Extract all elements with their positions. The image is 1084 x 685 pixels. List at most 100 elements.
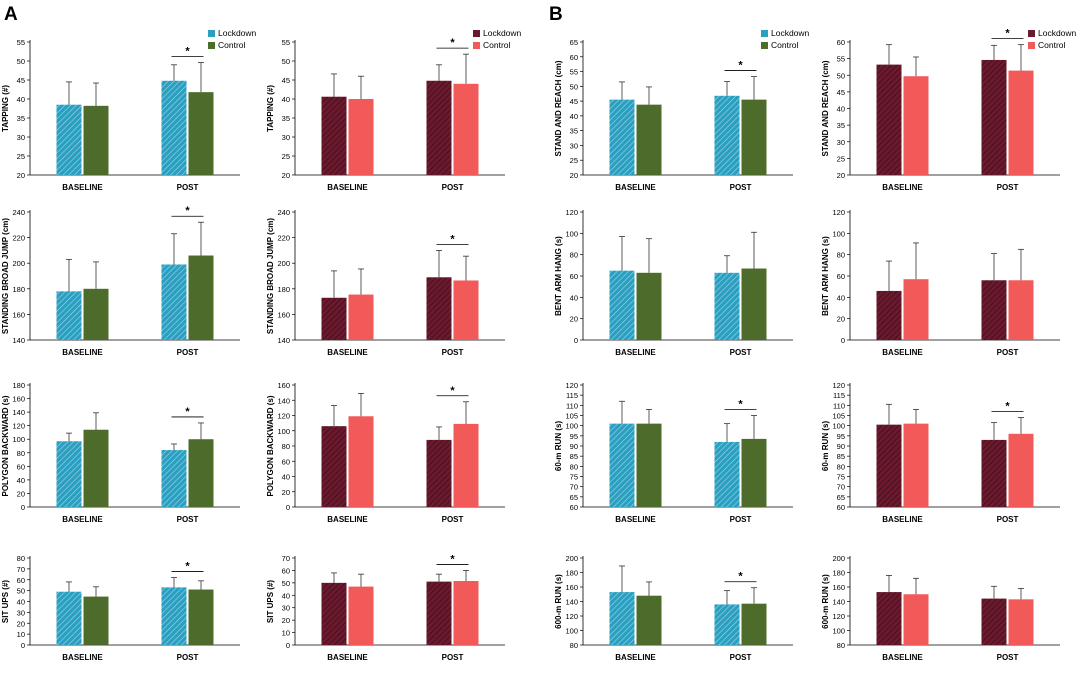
legend-swatch-lockdown <box>761 30 768 37</box>
bar-control-post <box>453 580 479 645</box>
y-tick-label: 60 <box>837 272 845 281</box>
chart-4: 20 25 30 35 40 45 50 55 60 STAND AND REACH (cm) BA… <box>821 28 1077 192</box>
y-tick-label: 120 <box>565 381 578 390</box>
y-tick-label: 115 <box>833 391 845 400</box>
y-tick-label: 100 <box>277 427 290 436</box>
y-tick-label: 55 <box>17 38 25 47</box>
y-tick-label: 45 <box>282 76 290 85</box>
bar-lockdown-baseline <box>56 441 82 507</box>
y-tick-label: 80 <box>570 462 578 471</box>
panel-label-b: B <box>549 4 563 25</box>
chart-1: 20 25 30 35 40 45 50 55 TAPPING (#) BASELINE POST *… <box>1 28 257 192</box>
legend-label-control: Control <box>218 40 246 50</box>
y-tick-label: 10 <box>17 630 25 639</box>
y-tick-label: 140 <box>277 396 290 405</box>
x-category-label: POST <box>730 653 752 662</box>
y-tick-label: 75 <box>570 473 578 482</box>
y-tick-label: 160 <box>565 583 578 592</box>
chart-8: 0 20 40 60 80 100 120 BENT ARM HANG (s) BASELINE… <box>821 208 1060 357</box>
bar-control-post <box>1008 599 1034 645</box>
y-tick-label: 20 <box>17 619 25 628</box>
x-category-label: POST <box>177 348 199 357</box>
bar-lockdown-baseline <box>56 291 82 340</box>
y-tick-label: 55 <box>282 38 290 47</box>
x-category-label: POST <box>997 348 1019 357</box>
y-tick-label: 55 <box>570 68 578 77</box>
y-tick-label: 120 <box>832 208 845 217</box>
y-tick-label: 25 <box>837 154 845 163</box>
significance-star: * <box>738 571 743 583</box>
x-category-label: BASELINE <box>62 653 103 662</box>
y-tick-label: 110 <box>833 401 845 410</box>
x-category-label: BASELINE <box>882 515 923 524</box>
bar-control-post <box>1008 433 1034 507</box>
y-tick-label: 50 <box>282 579 290 588</box>
y-tick-label: 120 <box>277 412 290 421</box>
chart-3: 20 25 30 35 40 45 50 55 60 65 STAND AND REACH (cm)… <box>554 28 810 192</box>
x-category-label: POST <box>997 653 1019 662</box>
chart-15: 80 100 120 140 160 180 200 600-m RUN (s) BASELIN… <box>554 554 793 662</box>
y-tick-label: 0 <box>286 503 290 512</box>
bar-lockdown-post <box>426 581 452 645</box>
significance-star: * <box>738 60 743 72</box>
y-tick-label: 40 <box>17 598 25 607</box>
y-tick-label: 40 <box>570 112 578 121</box>
bar-control-post <box>741 603 767 645</box>
y-axis-label: 600-m RUN (s) <box>821 574 830 629</box>
x-category-label: POST <box>730 348 752 357</box>
chart-14: 0 10 20 30 40 50 60 70 SIT UPS (#) BASELINE POST * <box>266 553 505 662</box>
y-tick-label: 40 <box>282 591 290 600</box>
x-category-label: BASELINE <box>615 348 656 357</box>
y-tick-label: 60 <box>837 38 845 47</box>
y-tick-label: 40 <box>17 95 25 104</box>
bar-lockdown-post <box>714 272 740 340</box>
y-tick-label: 40 <box>837 105 845 114</box>
y-tick-label: 50 <box>282 57 290 66</box>
significance-star: * <box>450 385 455 397</box>
bar-control-baseline <box>348 416 374 507</box>
significance-star: * <box>738 399 743 411</box>
y-tick-label: 80 <box>837 251 845 260</box>
legend-label-lockdown: Lockdown <box>218 28 257 38</box>
y-axis-label: 60-m RUN (s) <box>554 421 563 472</box>
y-tick-label: 85 <box>570 452 578 461</box>
y-tick-label: 75 <box>837 473 845 482</box>
bar-control-post <box>188 589 214 645</box>
y-tick-label: 20 <box>17 489 25 498</box>
y-tick-label: 40 <box>282 95 290 104</box>
y-axis-label: TAPPING (#) <box>1 85 10 132</box>
y-tick-label: 40 <box>282 473 290 482</box>
bar-lockdown-baseline <box>321 426 347 507</box>
y-tick-label: 140 <box>12 336 25 345</box>
bar-control-baseline <box>636 272 662 340</box>
x-category-label: BASELINE <box>615 183 656 192</box>
significance-star: * <box>450 553 455 565</box>
x-category-label: POST <box>997 515 1019 524</box>
bar-control-post <box>453 83 479 175</box>
bar-lockdown-post <box>426 439 452 507</box>
y-tick-label: 60 <box>17 576 25 585</box>
bar-lockdown-post <box>714 441 740 507</box>
y-axis-label: STAND AND REACH (cm) <box>554 60 563 156</box>
significance-star: * <box>450 233 455 245</box>
y-axis-label: TAPPING (#) <box>266 85 275 132</box>
y-tick-label: 65 <box>570 493 578 502</box>
legend-label-control: Control <box>483 40 511 50</box>
y-tick-label: 0 <box>21 641 25 650</box>
legend-swatch-control <box>761 42 768 49</box>
y-tick-label: 160 <box>12 395 25 404</box>
y-tick-label: 180 <box>565 569 578 578</box>
legend-swatch-control <box>208 42 215 49</box>
y-tick-label: 200 <box>832 554 845 563</box>
bar-control-post <box>1008 280 1034 340</box>
y-tick-label: 25 <box>570 156 578 165</box>
x-category-label: POST <box>442 183 464 192</box>
y-tick-label: 25 <box>282 152 290 161</box>
x-category-label: BASELINE <box>62 515 103 524</box>
x-category-label: POST <box>730 515 752 524</box>
chart-2: 20 25 30 35 40 45 50 55 TAPPING (#) BASELINE POST *… <box>266 28 522 192</box>
y-axis-label: STAND AND REACH (cm) <box>821 60 830 156</box>
